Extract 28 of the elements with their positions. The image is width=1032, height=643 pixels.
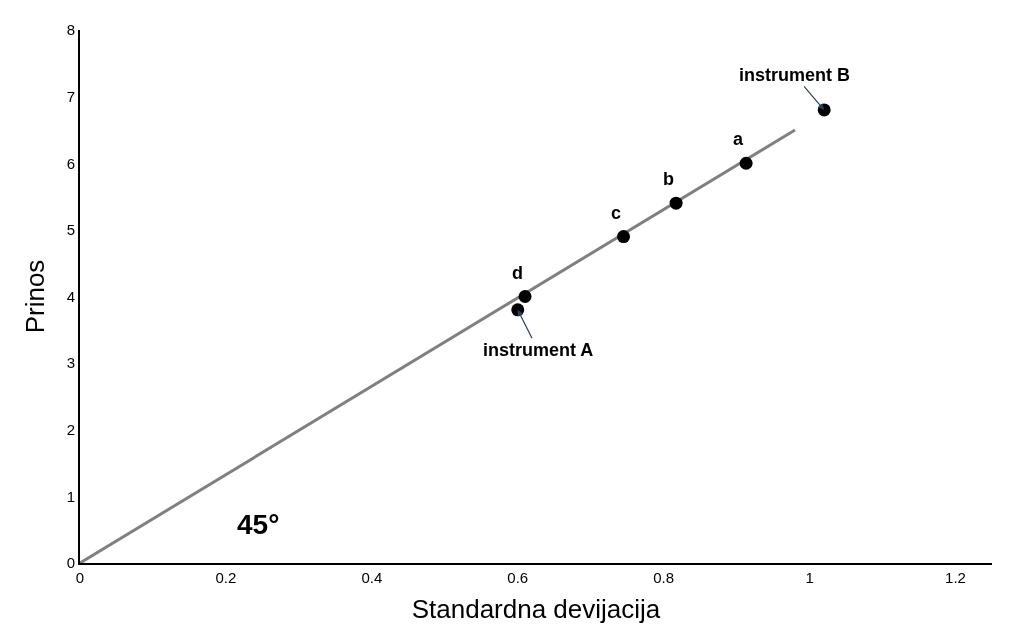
annotation: b: [663, 169, 674, 189]
annotation: d: [512, 263, 523, 283]
y-tick-label: 7: [66, 87, 75, 105]
annotation: 45°: [237, 509, 280, 540]
x-tick-label: 1.2: [945, 569, 966, 586]
point: [518, 290, 532, 303]
x-axis-title: Standardna devijacija: [411, 594, 661, 625]
x-tick-label: 1: [805, 569, 814, 586]
y-tick-label: 2: [66, 421, 75, 438]
x-tick-label: 0.6: [507, 569, 529, 586]
x-tick-label: 0.8: [653, 569, 675, 586]
annotation: c: [611, 203, 622, 223]
point: [617, 230, 631, 244]
x-tick-label: 0.4: [361, 569, 383, 586]
y-tick-label: 8: [66, 21, 75, 39]
y-tick-label: 1: [66, 487, 75, 505]
x-tick-label: 0.2: [215, 569, 237, 586]
y-tick-label: 4: [66, 287, 75, 305]
y-tick-label: 0: [66, 554, 75, 572]
y-axis-title: Prinos: [19, 259, 50, 334]
annotation: instrument B: [739, 65, 851, 85]
point: [669, 196, 683, 210]
y-tick-label: 6: [66, 154, 75, 172]
annotation: a: [733, 129, 744, 149]
y-tick-label: 5: [66, 221, 75, 239]
annotation: instrument A: [483, 340, 594, 360]
y-tick-label: 3: [66, 354, 75, 372]
point: [739, 156, 753, 170]
